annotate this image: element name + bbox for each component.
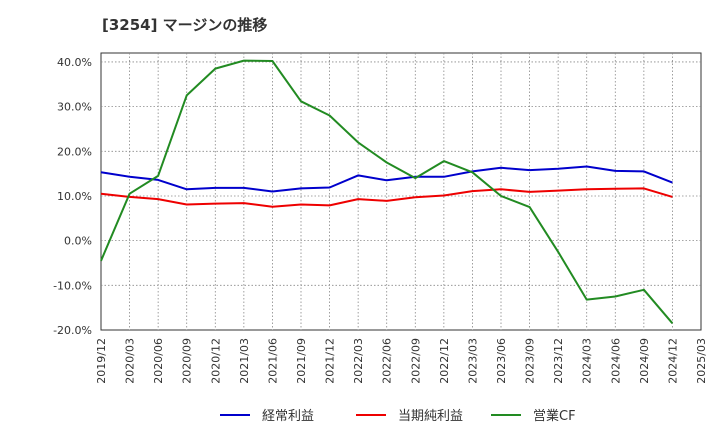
y-tick-label: -10.0% [53, 279, 92, 292]
y-tick-label: -20.0% [53, 324, 92, 337]
x-tick-label: 2025/03 [695, 338, 708, 384]
x-tick-label: 2023/12 [552, 338, 565, 384]
x-tick-label: 2023/06 [495, 338, 508, 384]
x-tick-label: 2020/12 [209, 338, 222, 384]
legend-label: 当期純利益 [398, 409, 463, 424]
x-tick-label: 2021/09 [295, 338, 308, 384]
y-tick-label: 40.0% [57, 56, 92, 69]
x-tick-label: 2020/03 [124, 338, 137, 384]
legend-label: 経常利益 [262, 409, 314, 424]
x-tick-label: 2024/03 [581, 338, 594, 384]
series-line [100, 187, 673, 208]
legend-label: 営業CF [533, 408, 576, 424]
x-tick-label: 2021/06 [266, 338, 279, 384]
x-tick-label: 2021/03 [238, 338, 251, 384]
x-tick-label: 2024/06 [609, 338, 622, 384]
x-tick-label: 2022/06 [381, 338, 394, 384]
x-tick-label: 2020/09 [181, 338, 194, 384]
x-tick-label: 2022/09 [409, 338, 422, 384]
y-tick-label: 10.0% [57, 190, 92, 203]
x-tick-label: 2023/03 [466, 338, 479, 384]
chart-title: [3254] マージンの推移 [102, 16, 268, 34]
x-tick-label: 2022/03 [352, 338, 365, 384]
x-tick-label: 2021/12 [324, 338, 337, 384]
plot-area [100, 52, 702, 331]
x-tick-label: 2019/12 [95, 338, 108, 384]
x-tick-label: 2024/09 [638, 338, 651, 384]
x-tick-label: 2023/09 [524, 338, 537, 384]
x-tick-label: 2022/12 [438, 338, 451, 384]
y-tick-label: 20.0% [57, 145, 92, 158]
series-line [100, 165, 673, 193]
x-tick-label: 2024/12 [666, 338, 679, 384]
x-tick-label: 2020/06 [152, 338, 165, 384]
y-tick-label: 30.0% [57, 101, 92, 114]
y-tick-label: 0.0% [64, 235, 92, 248]
series-line [100, 59, 674, 324]
